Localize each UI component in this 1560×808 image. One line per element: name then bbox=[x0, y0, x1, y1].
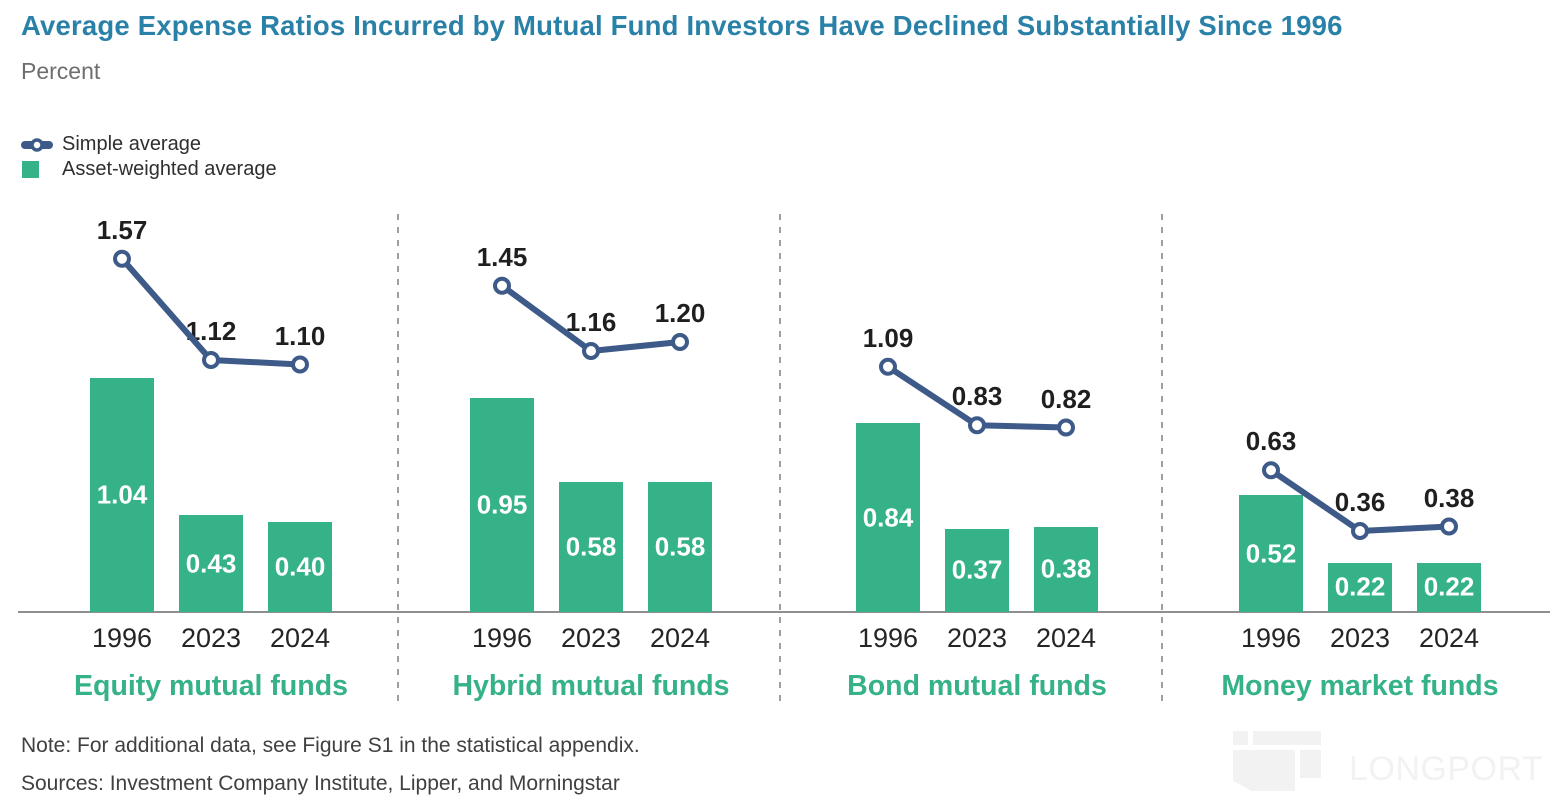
line-point-label: 1.20 bbox=[654, 298, 706, 328]
data-point-marker bbox=[1351, 522, 1369, 540]
data-point-marker bbox=[493, 276, 511, 295]
data-point-marker bbox=[1057, 418, 1075, 437]
year-label: 1996 bbox=[471, 623, 533, 653]
bar-value-label: 0.58 bbox=[654, 531, 706, 562]
longport-logo-icon bbox=[1233, 731, 1321, 791]
bar-value-label: 0.95 bbox=[476, 489, 528, 520]
group-label: Hybrid mutual funds bbox=[452, 670, 730, 702]
year-label: 2024 bbox=[1418, 623, 1480, 653]
line-point-label: 1.10 bbox=[274, 320, 326, 351]
bar bbox=[90, 378, 154, 612]
x-axis-baseline bbox=[18, 611, 1550, 613]
legend: Simple average Asset-weighted average bbox=[21, 132, 277, 182]
green-square-swatch-icon bbox=[22, 161, 39, 178]
year-label: 2024 bbox=[1035, 623, 1097, 653]
data-point-marker bbox=[671, 333, 689, 351]
legend-item-asset-weighted-average: Asset-weighted average bbox=[21, 157, 277, 182]
sources-text: Sources: Investment Company Institute, L… bbox=[21, 772, 620, 795]
longport-watermark: LONGPORT bbox=[1233, 731, 1543, 791]
legend-label-asset-weighted-average: Asset-weighted average bbox=[62, 158, 277, 180]
bar-value-label: 0.37 bbox=[951, 554, 1003, 585]
bar-value-label: 0.22 bbox=[1334, 571, 1386, 602]
year-label: 1996 bbox=[91, 623, 153, 653]
year-label: 2023 bbox=[560, 623, 622, 653]
data-point-marker bbox=[1262, 461, 1280, 480]
panel-separator bbox=[1161, 214, 1163, 708]
panel-separator bbox=[397, 214, 399, 708]
year-label: 2023 bbox=[946, 623, 1008, 653]
data-point-marker bbox=[202, 351, 220, 369]
data-point-marker bbox=[968, 416, 986, 435]
line-point-label: 0.83 bbox=[951, 381, 1003, 412]
line-point-label: 1.09 bbox=[862, 322, 914, 353]
line-point-label: 1.16 bbox=[565, 307, 617, 337]
bar-value-label: 0.84 bbox=[862, 502, 914, 532]
line-point-label: 0.82 bbox=[1040, 383, 1092, 414]
bar bbox=[1417, 562, 1481, 612]
legend-item-simple-average: Simple average bbox=[21, 132, 277, 157]
line-point-label: 1.45 bbox=[476, 241, 528, 272]
data-point-marker bbox=[291, 355, 309, 374]
year-label: 2024 bbox=[269, 623, 331, 653]
data-point-marker bbox=[1440, 517, 1458, 536]
bar bbox=[179, 515, 243, 612]
bar bbox=[945, 528, 1009, 612]
bar-value-label: 1.04 bbox=[96, 479, 148, 510]
bar bbox=[1328, 562, 1392, 612]
bar-value-label: 0.22 bbox=[1423, 571, 1475, 602]
line-point-label: 0.36 bbox=[1334, 487, 1386, 517]
line-point-label: 0.63 bbox=[1245, 426, 1297, 457]
group-label: Bond mutual funds bbox=[847, 670, 1107, 702]
bar bbox=[856, 423, 920, 612]
line-point-label: 0.38 bbox=[1423, 482, 1475, 513]
line-point-label: 1.12 bbox=[185, 316, 237, 346]
bar-value-label: 0.38 bbox=[1040, 553, 1092, 584]
bar bbox=[268, 522, 332, 612]
data-point-marker bbox=[879, 357, 897, 376]
bar-value-label: 0.52 bbox=[1245, 538, 1297, 568]
line-point-label: 1.57 bbox=[96, 214, 148, 245]
bar bbox=[470, 398, 534, 612]
group-label: Money market funds bbox=[1221, 670, 1499, 702]
bar bbox=[648, 481, 712, 612]
year-label: 1996 bbox=[857, 623, 919, 653]
bar-value-label: 0.58 bbox=[565, 531, 617, 562]
year-label: 2024 bbox=[649, 623, 711, 653]
data-point-marker bbox=[113, 249, 131, 268]
bar bbox=[1034, 526, 1098, 612]
note-text: Note: For additional data, see Figure S1… bbox=[21, 734, 640, 757]
bar-value-label: 0.43 bbox=[185, 548, 237, 579]
year-label: 2023 bbox=[180, 623, 242, 653]
data-point-marker bbox=[582, 342, 600, 360]
watermark-text: LONGPORT bbox=[1349, 750, 1544, 788]
bar bbox=[559, 481, 623, 612]
year-label: 2023 bbox=[1329, 623, 1391, 653]
chart-title: Average Expense Ratios Incurred by Mutua… bbox=[21, 10, 1343, 41]
chart-unit-label: Percent bbox=[21, 58, 101, 84]
panel-separator bbox=[779, 214, 781, 708]
trend-line bbox=[119, 255, 303, 368]
year-label: 1996 bbox=[1240, 623, 1302, 653]
group-label: Equity mutual funds bbox=[74, 670, 348, 702]
bar-value-label: 0.40 bbox=[274, 551, 326, 582]
legend-label-simple-average: Simple average bbox=[62, 133, 201, 155]
line-circle-marker-icon bbox=[21, 136, 53, 154]
